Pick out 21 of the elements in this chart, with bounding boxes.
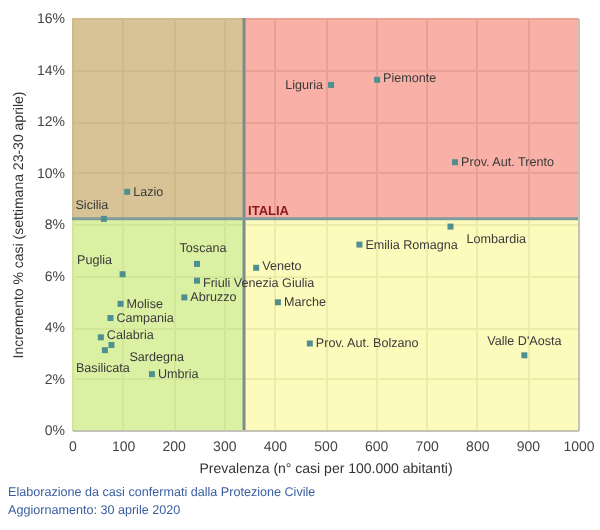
point bbox=[101, 347, 108, 354]
point bbox=[117, 300, 124, 307]
point bbox=[119, 271, 126, 278]
point bbox=[124, 188, 131, 195]
point bbox=[274, 299, 281, 306]
point bbox=[193, 260, 200, 267]
point bbox=[148, 371, 155, 378]
point bbox=[447, 223, 454, 230]
point bbox=[452, 159, 459, 166]
point bbox=[97, 334, 104, 341]
point bbox=[100, 215, 107, 222]
point bbox=[253, 264, 260, 271]
point bbox=[306, 340, 313, 347]
point bbox=[108, 342, 115, 349]
point bbox=[356, 241, 363, 248]
point bbox=[107, 314, 114, 321]
point bbox=[521, 352, 528, 359]
point bbox=[193, 277, 200, 284]
point bbox=[374, 76, 381, 83]
point bbox=[181, 294, 188, 301]
point bbox=[328, 81, 335, 88]
